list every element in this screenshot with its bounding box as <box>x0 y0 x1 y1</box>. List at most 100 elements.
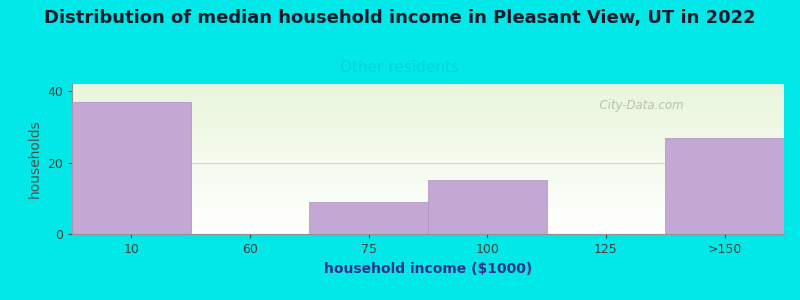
Bar <box>72 119 784 120</box>
Bar <box>72 111 784 112</box>
Bar <box>72 113 784 114</box>
Bar <box>72 143 784 144</box>
Bar <box>72 92 784 93</box>
Text: Other residents: Other residents <box>341 60 459 75</box>
Bar <box>72 215 784 216</box>
Bar <box>72 169 784 170</box>
Bar <box>72 218 784 219</box>
Bar <box>72 227 784 228</box>
Bar <box>72 189 784 190</box>
Bar <box>72 125 784 126</box>
Bar <box>72 216 784 217</box>
Bar <box>72 115 784 116</box>
Bar <box>72 169 784 170</box>
Bar <box>72 101 784 102</box>
Bar <box>72 142 784 143</box>
Bar <box>72 201 784 202</box>
Bar <box>72 100 784 101</box>
Bar <box>72 192 784 193</box>
Bar <box>72 224 784 225</box>
Bar <box>72 195 784 196</box>
Bar <box>72 198 784 199</box>
Bar <box>72 102 784 103</box>
Bar <box>72 105 784 106</box>
Bar <box>72 97 784 98</box>
Bar <box>72 94 784 95</box>
Bar <box>72 160 784 161</box>
Bar <box>72 118 784 119</box>
Bar <box>72 120 784 121</box>
Bar <box>72 180 784 181</box>
Bar <box>72 211 784 212</box>
Bar <box>72 139 784 140</box>
Bar <box>72 152 784 153</box>
Bar <box>310 202 428 234</box>
Bar <box>72 213 784 214</box>
Bar <box>72 176 784 177</box>
Bar <box>72 221 784 222</box>
Bar <box>72 183 784 184</box>
Bar <box>72 172 784 173</box>
Bar <box>72 122 784 123</box>
Bar <box>72 153 784 154</box>
Bar <box>72 108 784 109</box>
Bar <box>72 167 784 168</box>
Bar <box>72 121 784 122</box>
Bar <box>72 203 784 204</box>
Bar <box>72 204 784 205</box>
Bar <box>72 171 784 172</box>
Bar <box>72 159 784 160</box>
Bar <box>72 128 784 129</box>
Bar <box>72 202 784 203</box>
Bar <box>72 228 784 229</box>
Bar <box>666 138 784 234</box>
Bar <box>72 158 784 159</box>
Bar <box>72 114 784 115</box>
Bar <box>72 170 784 171</box>
Text: City-Data.com: City-Data.com <box>592 99 683 112</box>
Bar <box>72 220 784 221</box>
Bar <box>72 174 784 175</box>
Bar <box>72 161 784 162</box>
Bar <box>72 93 784 94</box>
Bar <box>72 144 784 145</box>
Bar <box>72 164 784 165</box>
Bar <box>72 210 784 211</box>
Bar <box>72 230 784 231</box>
Bar <box>72 132 784 133</box>
Bar <box>72 187 784 188</box>
Bar <box>72 226 784 227</box>
Bar <box>72 106 784 107</box>
Bar <box>72 135 784 136</box>
Bar <box>72 157 784 158</box>
Bar <box>72 185 784 186</box>
Bar <box>72 168 784 169</box>
Bar <box>72 127 784 128</box>
Bar <box>72 123 784 124</box>
Bar <box>428 180 546 234</box>
Bar <box>72 99 784 100</box>
Bar <box>72 126 784 127</box>
Bar <box>72 110 784 111</box>
Bar <box>72 229 784 230</box>
Bar <box>72 194 784 195</box>
Bar <box>72 207 784 208</box>
Bar <box>72 200 784 201</box>
Bar <box>72 90 784 91</box>
Bar <box>72 149 784 150</box>
Bar <box>72 178 784 179</box>
Bar <box>72 214 784 215</box>
Bar <box>72 156 784 157</box>
Bar <box>72 88 784 89</box>
Bar <box>72 190 784 191</box>
Bar <box>72 148 784 149</box>
Bar <box>72 163 784 164</box>
Bar <box>72 86 784 87</box>
Bar <box>72 212 784 213</box>
Bar <box>72 95 784 96</box>
Bar <box>72 184 784 185</box>
Bar <box>72 223 784 224</box>
Bar <box>72 112 784 113</box>
Bar <box>72 165 784 166</box>
Bar <box>72 173 784 174</box>
